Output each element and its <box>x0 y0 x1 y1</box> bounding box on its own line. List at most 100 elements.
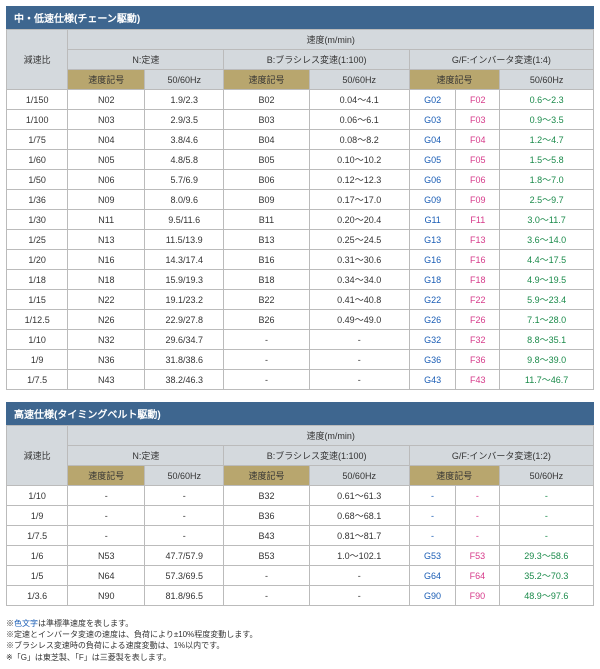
table-row: 1/3.6N9081.8/96.5--G90F9048.9～97.6 <box>7 586 594 606</box>
cell: N13 <box>68 230 145 250</box>
table2: 減速比 速度(m/min) N:定速 B:ブラシレス変速(1:100) G/F:… <box>6 425 594 606</box>
cell: N02 <box>68 90 145 110</box>
cell: N53 <box>68 546 145 566</box>
cell: 1/12.5 <box>7 310 68 330</box>
cell: - <box>309 370 409 390</box>
cell: B43 <box>224 526 309 546</box>
cell: 0.6～2.3 <box>500 90 594 110</box>
cell: - <box>309 566 409 586</box>
cell: 3.0～11.7 <box>500 210 594 230</box>
h-hz: 50/60Hz <box>145 466 224 486</box>
cell: B53 <box>224 546 309 566</box>
cell: 57.3/69.5 <box>145 566 224 586</box>
cell: 2.5～9.7 <box>500 190 594 210</box>
table-row: 1/7.5--B430.81～81.7--- <box>7 526 594 546</box>
cell: 3.6～14.0 <box>500 230 594 250</box>
cell: G16 <box>409 250 456 270</box>
cell: F43 <box>456 370 500 390</box>
cell: B05 <box>224 150 309 170</box>
table-row: 1/18N1815.9/19.3B180.34～34.0G18F184.9～19… <box>7 270 594 290</box>
cell: 1/7.5 <box>7 370 68 390</box>
cell: N90 <box>68 586 145 606</box>
cell: 1/100 <box>7 110 68 130</box>
cell: N43 <box>68 370 145 390</box>
cell: 29.6/34.7 <box>145 330 224 350</box>
note: ※「G」は東芝製、「F」は三菱製を表します。 <box>6 652 594 663</box>
cell: F06 <box>456 170 500 190</box>
cell: - <box>224 330 309 350</box>
cell: 1/50 <box>7 170 68 190</box>
h-code: 速度記号 <box>224 70 309 90</box>
cell: 1.9/2.3 <box>145 90 224 110</box>
table-row: 1/150N021.9/2.3B020.04～4.1G02F020.6～2.3 <box>7 90 594 110</box>
cell: 9.5/11.6 <box>145 210 224 230</box>
cell: G36 <box>409 350 456 370</box>
h-ratio: 減速比 <box>7 30 68 90</box>
cell: G18 <box>409 270 456 290</box>
cell: N36 <box>68 350 145 370</box>
table-row: 1/20N1614.3/17.4B160.31～30.6G16F164.4～17… <box>7 250 594 270</box>
cell: 1/10 <box>7 330 68 350</box>
table-row: 1/30N119.5/11.6B110.20～20.4G11F113.0～11.… <box>7 210 594 230</box>
cell: 1/150 <box>7 90 68 110</box>
table-row: 1/15N2219.1/23.2B220.41～40.8G22F225.9～23… <box>7 290 594 310</box>
table-row: 1/5N6457.3/69.5--G64F6435.2～70.3 <box>7 566 594 586</box>
cell: 0.10～10.2 <box>309 150 409 170</box>
cell: - <box>409 526 455 546</box>
cell: 8.0/9.6 <box>145 190 224 210</box>
cell: N06 <box>68 170 145 190</box>
h-n: N:定速 <box>68 446 224 466</box>
cell: N64 <box>68 566 145 586</box>
cell: - <box>224 586 309 606</box>
cell: B18 <box>224 270 309 290</box>
cell: F09 <box>456 190 500 210</box>
cell: 5.7/6.9 <box>145 170 224 190</box>
cell: 1/6 <box>7 546 68 566</box>
cell: 47.7/57.9 <box>145 546 224 566</box>
cell: G09 <box>409 190 456 210</box>
cell: 4.8/5.8 <box>145 150 224 170</box>
cell: N22 <box>68 290 145 310</box>
table-row: 1/7.5N4338.2/46.3--G43F4311.7～46.7 <box>7 370 594 390</box>
h-hz: 50/60Hz <box>499 466 593 486</box>
h-code: 速度記号 <box>224 466 309 486</box>
h-n: N:定速 <box>68 50 224 70</box>
h-hz: 50/60Hz <box>500 70 594 90</box>
cell: G32 <box>409 330 456 350</box>
h-code: 速度記号 <box>409 466 499 486</box>
cell: F22 <box>456 290 500 310</box>
cell: G26 <box>409 310 456 330</box>
h-gf: G/F:インバータ変速(1:4) <box>409 50 593 70</box>
cell: N11 <box>68 210 145 230</box>
cell: 1.2～4.7 <box>500 130 594 150</box>
table-row: 1/12.5N2622.9/27.8B260.49～49.0G26F267.1～… <box>7 310 594 330</box>
h-b: B:ブラシレス変速(1:100) <box>224 50 409 70</box>
footnotes: ※色文字は準標準速度を表します。 ※定速とインバータ変速の速度は、負荷により±1… <box>6 618 594 663</box>
cell: F53 <box>456 546 500 566</box>
h-speed: 速度(m/min) <box>68 426 594 446</box>
cell: 1/9 <box>7 506 68 526</box>
cell: 19.1/23.2 <box>145 290 224 310</box>
cell: G04 <box>409 130 456 150</box>
cell: 2.9/3.5 <box>145 110 224 130</box>
cell: 7.1～28.0 <box>500 310 594 330</box>
cell: - <box>145 506 224 526</box>
cell: 4.9～19.5 <box>500 270 594 290</box>
cell: G90 <box>409 586 455 606</box>
h-hz: 50/60Hz <box>145 70 224 90</box>
cell: - <box>309 586 409 606</box>
cell: - <box>224 566 309 586</box>
h-ratio: 減速比 <box>7 426 68 486</box>
cell: G22 <box>409 290 456 310</box>
h-hz: 50/60Hz <box>309 70 409 90</box>
cell: 1/5 <box>7 566 68 586</box>
cell: B04 <box>224 130 309 150</box>
cell: 81.8/96.5 <box>145 586 224 606</box>
cell: B36 <box>224 506 309 526</box>
table-row: 1/6N5347.7/57.9B531.0～102.1G53F5329.3～58… <box>7 546 594 566</box>
h-code: 速度記号 <box>68 466 145 486</box>
cell: 1.8～7.0 <box>500 170 594 190</box>
cell: B16 <box>224 250 309 270</box>
table2-title: 高速仕様(タイミングベルト駆動) <box>6 402 594 425</box>
cell: F03 <box>456 110 500 130</box>
